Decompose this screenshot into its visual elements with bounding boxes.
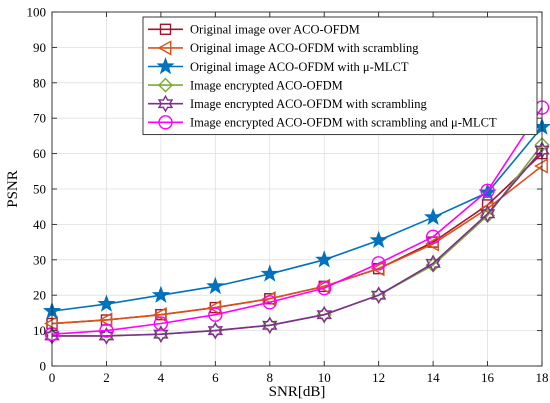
legend-box [142, 16, 538, 136]
data-point-marker [99, 323, 114, 338]
data-point-marker [316, 305, 332, 324]
data-point-marker [207, 299, 222, 316]
y-tick-label: 20 [33, 288, 46, 303]
data-point-marker [478, 183, 497, 201]
data-point-marker [425, 254, 441, 273]
legend-marker [156, 56, 175, 75]
data-point-marker [425, 236, 440, 252]
legend-entry: Original image ACO-OFDM with μ-MLCT [148, 56, 409, 75]
axes: 0 2 4 6 8 10 12 14 16 18 0 10 20 30 40 50 60 70 80 90 100 [27, 5, 549, 386]
data-point-marker [153, 325, 169, 344]
legend-marker [159, 23, 172, 35]
x-tick-label: 2 [103, 370, 110, 385]
data-point-marker [369, 230, 388, 249]
legend-entry: Image encrypted ACO-OFDM with scrambling… [148, 115, 497, 130]
data-point-marker [317, 280, 332, 296]
data-point-marker [480, 183, 495, 198]
data-point-marker [208, 307, 223, 322]
legend-entry: Image encrypted ACO-OFDM [148, 77, 343, 93]
legend-label: Original image ACO-OFDM with μ-MLCT [190, 60, 409, 74]
y-tick-label: 40 [33, 217, 46, 232]
data-point-marker [97, 294, 116, 312]
legend-entry: Original image ACO-OFDM with scrambling [148, 40, 419, 56]
data-point-marker [534, 158, 548, 174]
y-tick-label: 10 [33, 323, 46, 338]
series-line [51, 126, 543, 312]
x-tick-label: 4 [158, 370, 165, 385]
y-tick-label: 50 [33, 182, 46, 197]
x-tick-label: 12 [372, 370, 385, 385]
y-axis-label: PSNR [5, 170, 21, 208]
legend: Original image over ACO-OFDM Original ima… [142, 16, 538, 136]
legend-marker [157, 94, 174, 113]
x-tick-label: 6 [212, 370, 219, 385]
legend-label: Image encrypted ACO-OFDM with scrambling… [190, 116, 497, 130]
y-tick-label: 100 [27, 5, 47, 20]
legend-entry: Image encrypted ACO-OFDM with scrambling [148, 94, 428, 113]
legend-entry: Original image over ACO-OFDM [148, 23, 360, 37]
series-layer [42, 100, 550, 345]
legend-label: Original image ACO-OFDM with scrambling [190, 41, 419, 55]
data-point-marker [425, 229, 441, 244]
data-point-marker [262, 316, 278, 335]
data-point-marker [206, 276, 225, 295]
x-tick-label: 0 [49, 370, 56, 385]
legend-label: Image encrypted ACO-OFDM [190, 78, 343, 92]
y-tick-label: 80 [33, 75, 46, 90]
series-line [51, 165, 543, 325]
data-point-marker [424, 207, 443, 226]
legend-label: Image encrypted ACO-OFDM with scrambling [190, 97, 428, 111]
data-point-marker [151, 285, 170, 303]
data-point-marker [153, 316, 169, 331]
x-tick-label: 16 [481, 370, 495, 385]
y-tick-label: 60 [33, 146, 46, 161]
data-point-marker [262, 295, 277, 310]
series-line [52, 149, 543, 337]
x-axis-label: SNR[dB] [269, 384, 326, 400]
legend-marker [158, 77, 173, 93]
y-tick-label: 70 [33, 111, 46, 126]
data-point-marker [44, 315, 58, 332]
x-tick-label: 18 [536, 370, 549, 385]
data-point-marker [315, 250, 334, 268]
data-point-marker [98, 312, 113, 328]
data-point-marker [479, 204, 496, 223]
series-line [51, 107, 543, 335]
y-tick-label: 0 [40, 359, 47, 374]
x-tick-label: 14 [427, 370, 441, 385]
x-tick-label: 8 [267, 370, 274, 385]
data-point-marker [370, 260, 385, 277]
legend-marker [158, 115, 173, 130]
data-point-marker [207, 321, 224, 340]
x-tick-label: 10 [318, 370, 331, 385]
y-tick-label: 90 [33, 40, 46, 55]
legend-label: Original image over ACO-OFDM [190, 23, 360, 37]
legend-marker [157, 40, 172, 56]
data-point-marker [152, 306, 167, 323]
data-point-marker [260, 264, 279, 282]
data-point-marker [371, 256, 386, 271]
y-tick-label: 30 [33, 252, 46, 267]
data-point-marker [370, 286, 387, 305]
